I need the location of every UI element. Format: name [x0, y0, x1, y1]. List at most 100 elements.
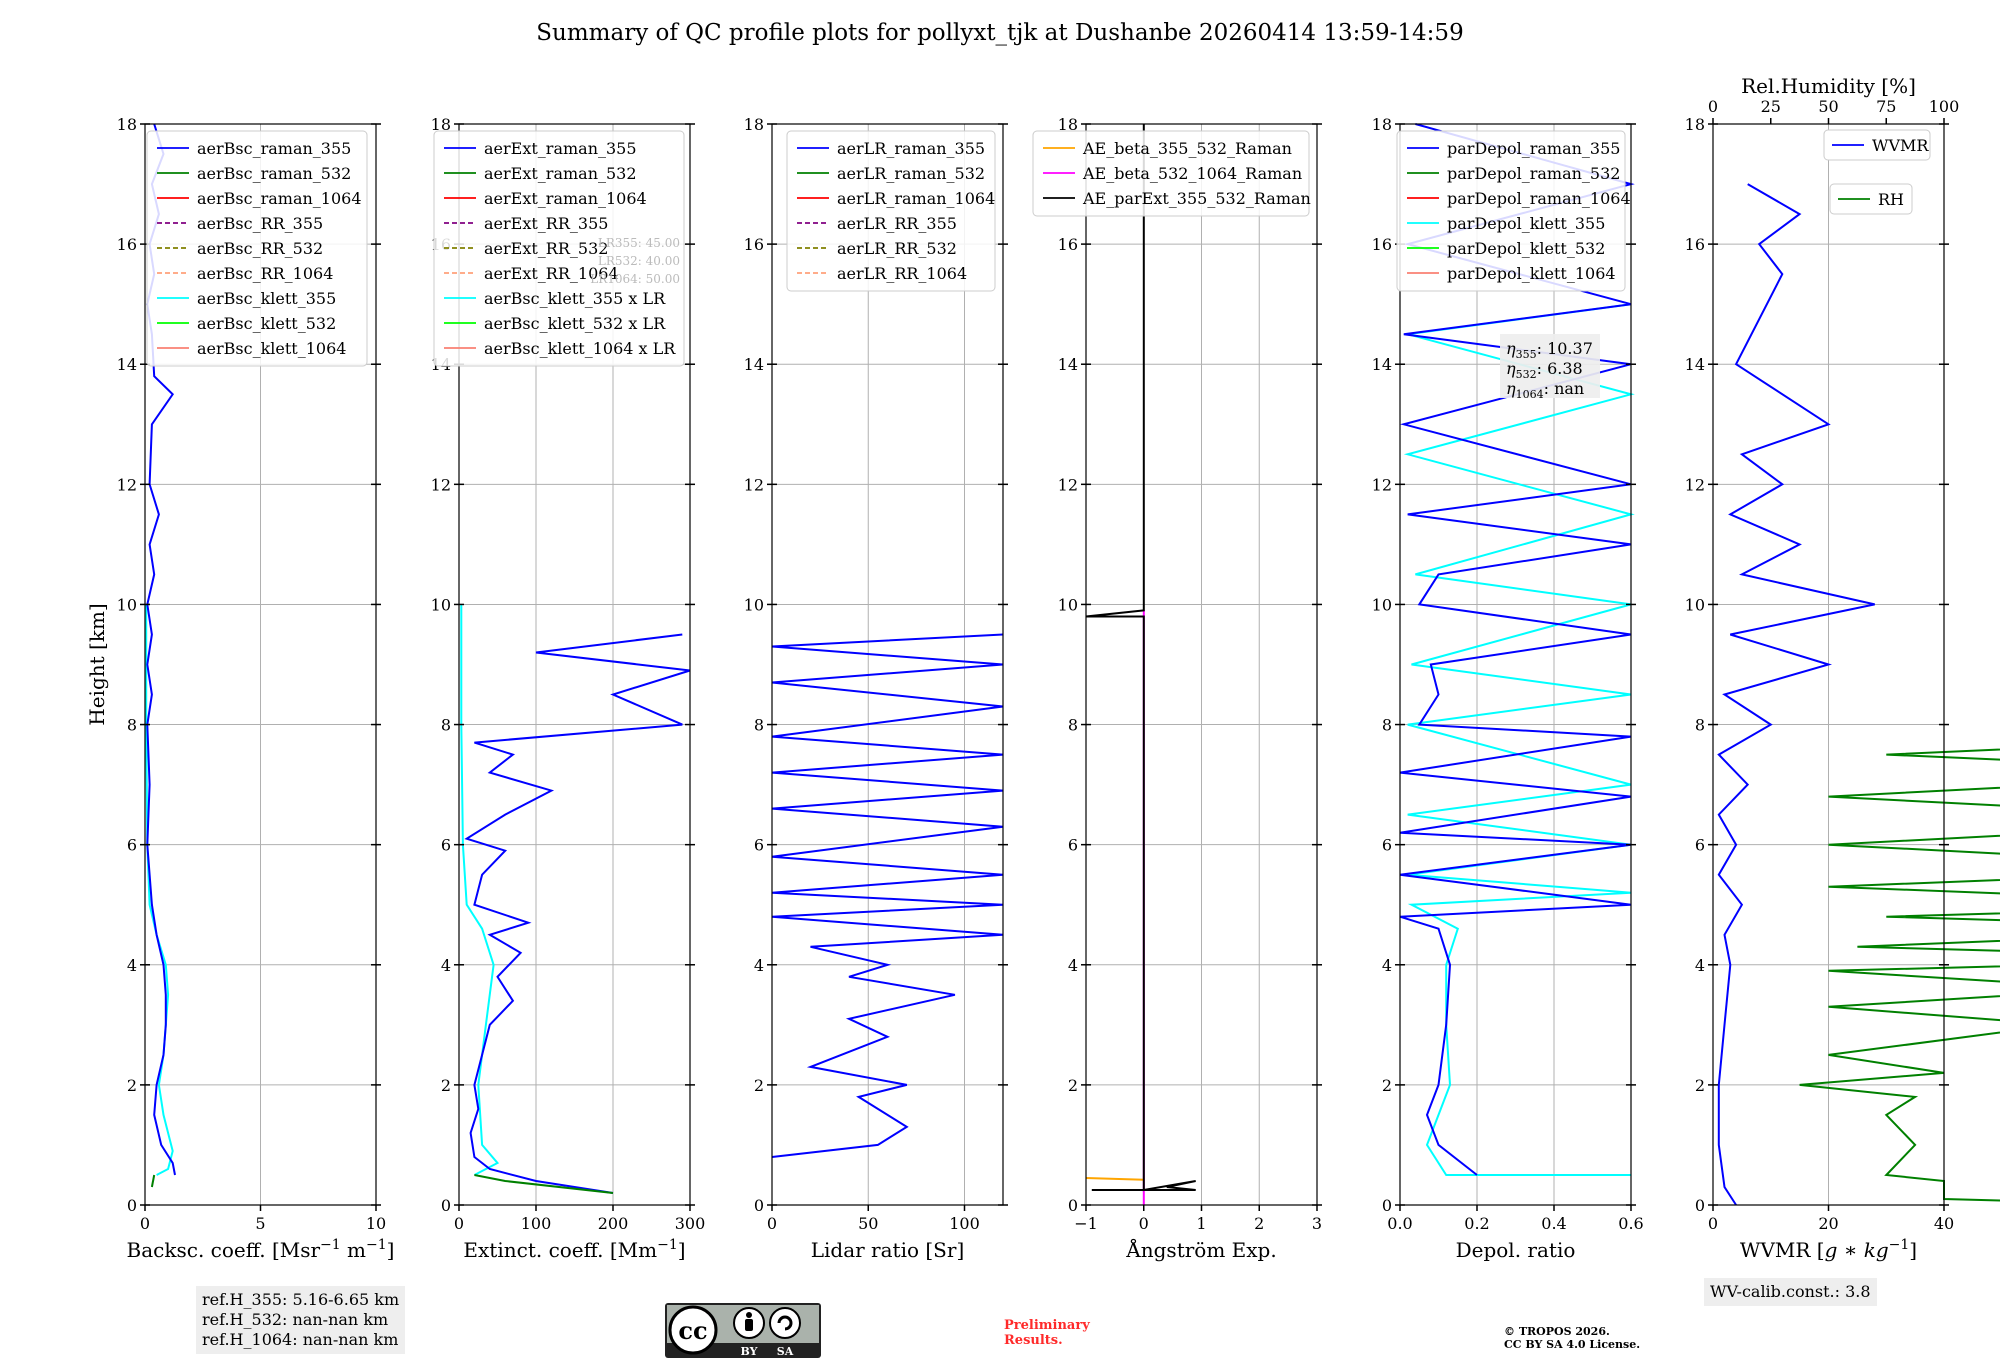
y-tick-label: 4: [1695, 956, 1705, 975]
y-tick-label: 12: [1685, 475, 1705, 494]
copyright-line-2: CC BY SA 4.0 License.: [1504, 1338, 1641, 1351]
legend-label: aerBsc_raman_1064: [197, 189, 362, 208]
x-tick-label: 100: [949, 1214, 980, 1233]
x-tick-label: 2: [1254, 1214, 1264, 1233]
eta-symbol: η: [1506, 359, 1516, 378]
legend-label: RH: [1878, 190, 1904, 209]
reference-height-box: ref.H_355: 5.16-6.65 km ref.H_532: nan-n…: [196, 1286, 406, 1354]
y-tick-label: 4: [754, 956, 764, 975]
x-tick-label: 0: [1708, 1214, 1718, 1233]
x-axis-label: Extinct. coeff. [Mm−1]: [463, 1237, 685, 1262]
eta-annotation: η532: 6.38: [1506, 359, 1583, 381]
series-line-aerBsc_raman_532: [150, 1174, 156, 1188]
sa-arrow-icon: [777, 1315, 793, 1331]
x-axis-label: Ångström Exp.: [1125, 1237, 1276, 1262]
axes-frame: [1399, 123, 1632, 1206]
series-line-AE_parExt_355_532_Raman: [1085, 124, 1196, 1192]
top-x-tick-label: 0: [1708, 97, 1718, 116]
x-tick-label: 0: [140, 1214, 150, 1233]
wv-calibration-box: WV-calib.const.: 3.8: [1704, 1278, 1877, 1306]
eta-value: : nan: [1544, 379, 1585, 398]
cc-circle-icon: [668, 1305, 718, 1355]
x-axis-label-mid: m: [341, 1238, 366, 1262]
x-axis-label-end: ]: [387, 1238, 395, 1262]
y-tick-label: 0: [754, 1196, 764, 1215]
legend-label: parDepol_raman_532: [1447, 164, 1620, 183]
y-tick-label: 12: [117, 475, 137, 494]
legend-label: parDepol_klett_355: [1447, 214, 1605, 233]
series-line-AE_beta_355_532_Raman: [1085, 1177, 1144, 1181]
series-line-WVMR: [1717, 183, 1875, 1206]
y-tick-label: 0: [127, 1196, 137, 1215]
x-axis-label-main: Extinct. coeff. [Mm: [463, 1238, 657, 1262]
x-axis-label-main: WVMR [: [1740, 1238, 1825, 1262]
legend-label: aerLR_RR_355: [837, 214, 957, 233]
by-label: BY: [741, 1345, 758, 1358]
legend-box: [1396, 130, 1626, 292]
x-tick-label: 100: [521, 1214, 552, 1233]
y-tick-label: 12: [744, 475, 764, 494]
y-tick-label: 14: [117, 355, 137, 374]
y-tick-label: 6: [441, 836, 451, 855]
x-tick-label: 0: [1139, 1214, 1149, 1233]
y-tick-label: 10: [1372, 595, 1392, 614]
x-axis-label: WVMR [g ∗ kg−1]: [1740, 1237, 1917, 1262]
y-tick-label: 12: [1058, 475, 1078, 494]
x-axis-label-sup: −1: [1889, 1237, 1910, 1253]
legend-label: WVMR: [1872, 136, 1929, 155]
x-tick-label: 40: [1934, 1214, 1954, 1233]
legend-rh: RH: [1829, 183, 1913, 215]
top-x-tick-label: 50: [1818, 97, 1838, 116]
y-tick-label: 6: [1695, 836, 1705, 855]
legend-label: aerBsc_klett_1064: [197, 339, 346, 358]
sa-share-icon: [769, 1307, 801, 1339]
legend-label: aerLR_raman_355: [837, 139, 985, 158]
x-axis-label-g: g: [1825, 1238, 1838, 1262]
by-person-body: [745, 1319, 753, 1331]
y-tick-label: 4: [1382, 956, 1392, 975]
x-axis-label: Depol. ratio: [1456, 1238, 1576, 1262]
legend-label: aerExt_raman_355: [484, 139, 637, 158]
preliminary-line-2: Results.: [1004, 1333, 1063, 1348]
y-tick-label: 8: [127, 716, 137, 735]
legend-label: aerBsc_klett_355: [197, 289, 336, 308]
humidity-top-axis: 0 25 50 75 100 Rel.Humidity [%]: [1708, 74, 1959, 124]
x-axis-label: Backsc. coeff. [Msr−1 m−1]: [127, 1237, 395, 1262]
x-axis-label-sup: −1: [366, 1237, 387, 1253]
copyright-notice: © TROPOS 2026. CC BY SA 4.0 License.: [1504, 1325, 1640, 1351]
y-tick-label: 10: [744, 595, 764, 614]
y-tick-label: 16: [1058, 235, 1078, 254]
x-axis-label-end: ]: [1909, 1238, 1917, 1262]
legend-label: aerLR_raman_1064: [837, 189, 995, 208]
cc-license-badge: cc BY SA: [665, 1303, 821, 1358]
y-tick-label: 10: [431, 595, 451, 614]
legend-box: [1032, 130, 1310, 217]
x-axis-label-sup: −1: [657, 1237, 678, 1253]
top-x-tick-label: 25: [1761, 97, 1781, 116]
x-tick-label: 5: [255, 1214, 265, 1233]
series-line-aerExt_raman_532: [474, 1174, 614, 1194]
x-tick-label: 0: [767, 1214, 777, 1233]
legend-label: aerExt_RR_1064: [484, 264, 619, 283]
y-tick-label: 0: [1695, 1196, 1705, 1215]
legend-label: AE_parExt_355_532_Raman: [1082, 189, 1311, 208]
y-tick-label: 18: [1685, 115, 1705, 134]
top-x-tick-label: 75: [1876, 97, 1896, 116]
eta-subscript: 355: [1516, 348, 1537, 361]
eta-symbol: η: [1506, 339, 1516, 358]
copyright-line-1: © TROPOS 2026.: [1504, 1325, 1610, 1338]
y-tick-label: 18: [1372, 115, 1392, 134]
legend-label: AE_beta_532_1064_Raman: [1082, 164, 1302, 183]
y-tick-label: 16: [744, 235, 764, 254]
legend-box: [1829, 183, 1913, 215]
y-tick-label: 8: [1695, 716, 1705, 735]
legend-label: aerLR_RR_532: [837, 239, 957, 258]
x-axis-label: Lidar ratio [Sr]: [811, 1238, 965, 1262]
legend-label: aerBsc_RR_532: [197, 239, 323, 258]
legend-label: aerLR_raman_532: [837, 164, 985, 183]
legend-label: parDepol_raman_355: [1447, 139, 1620, 158]
eta-annotation-bg: [1500, 334, 1600, 398]
